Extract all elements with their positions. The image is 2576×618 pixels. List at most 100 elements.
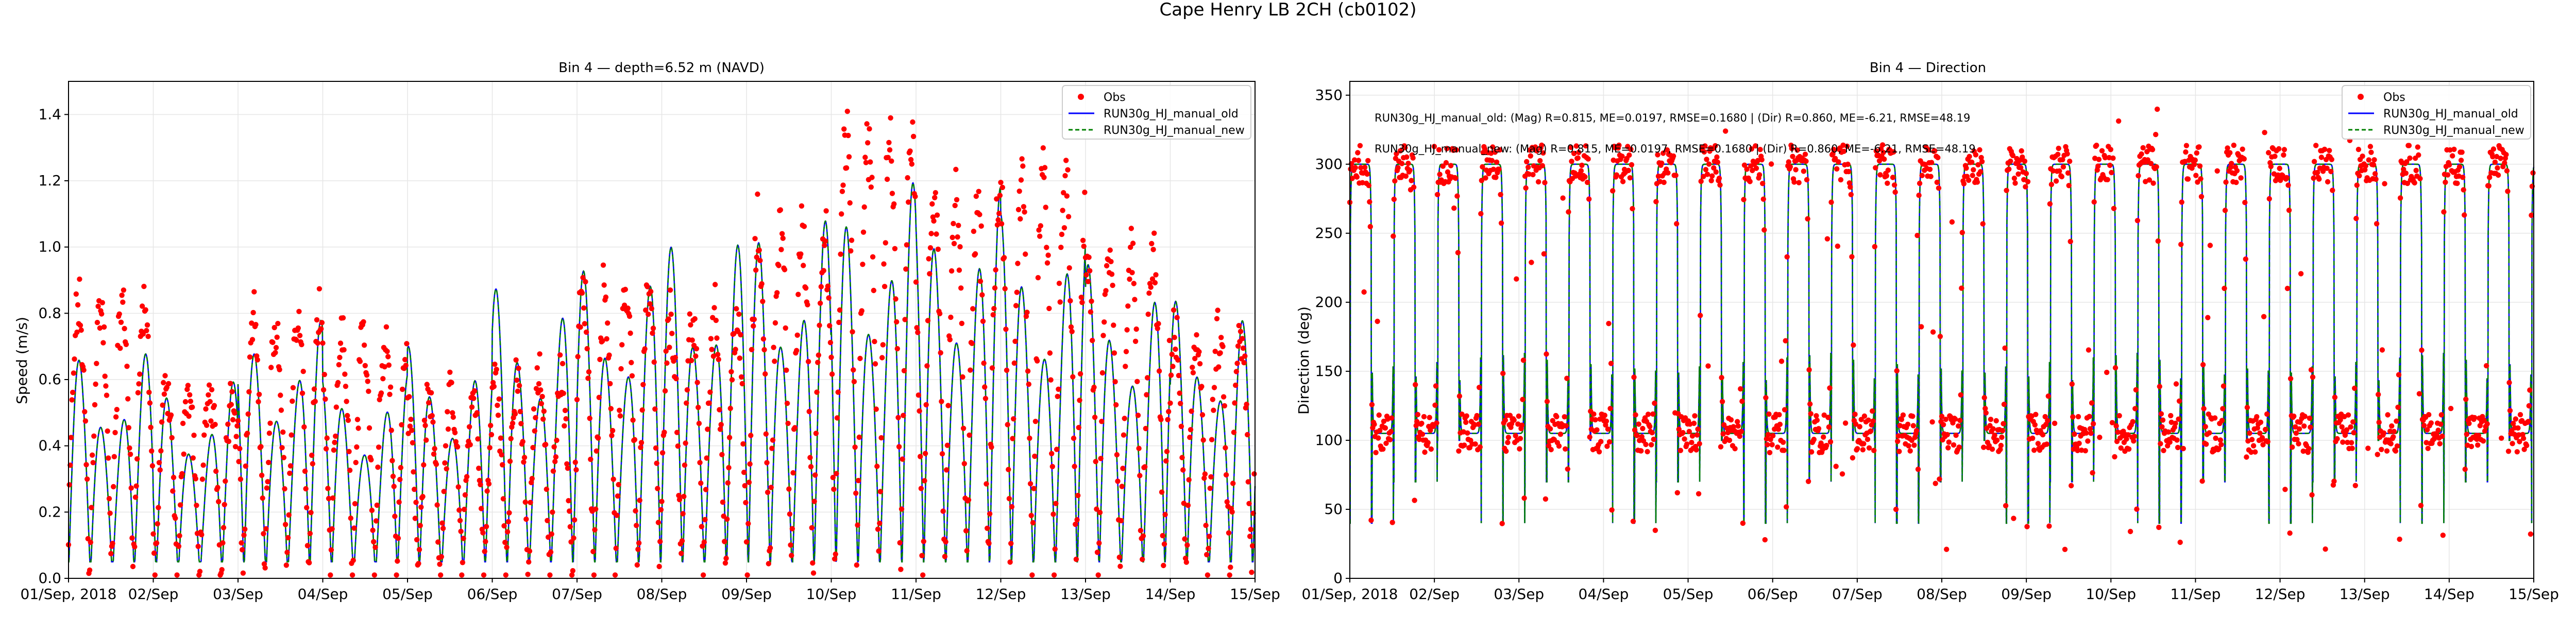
obs-point — [957, 244, 963, 250]
obs-point — [383, 324, 389, 330]
obs-point — [1716, 176, 1722, 181]
obs-point — [225, 421, 231, 427]
obs-point — [762, 371, 768, 377]
obs-point — [784, 367, 789, 373]
obs-point — [1563, 446, 1568, 452]
obs-point — [2066, 183, 2072, 188]
obs-point — [703, 487, 709, 492]
obs-point — [910, 119, 916, 125]
x-tick-label: 09/Sep — [721, 586, 772, 603]
obs-point — [2395, 404, 2401, 410]
obs-point — [883, 240, 889, 246]
obs-point — [2159, 424, 2165, 430]
obs-point — [1841, 148, 1847, 154]
obs-point — [110, 541, 115, 546]
obs-point — [1934, 179, 1940, 185]
obs-point — [1160, 533, 1165, 539]
obs-point — [2238, 175, 2244, 181]
obs-point — [1209, 437, 1215, 442]
obs-point — [2332, 394, 2338, 400]
obs-point — [127, 451, 133, 457]
obs-point — [391, 484, 397, 489]
obs-point — [394, 572, 399, 578]
obs-point — [1361, 289, 1367, 295]
obs-point — [1453, 147, 1459, 153]
obs-point — [838, 251, 843, 257]
obs-point — [487, 445, 493, 451]
obs-point — [1076, 425, 1081, 431]
obs-point — [1155, 325, 1160, 331]
obs-point — [1440, 163, 1446, 169]
obs-point — [1217, 350, 1223, 356]
obs-point — [1419, 432, 1426, 437]
obs-point — [239, 540, 244, 546]
obs-point — [1498, 220, 1504, 226]
obs-point — [655, 520, 662, 525]
obs-point — [2384, 448, 2390, 454]
obs-point — [2480, 438, 2486, 444]
obs-point — [971, 229, 977, 234]
obs-point — [1133, 326, 1139, 332]
obs-point — [1472, 441, 1478, 447]
obs-point — [337, 354, 343, 360]
obs-point — [2064, 151, 2070, 157]
obs-point — [1024, 310, 1030, 315]
obs-point — [2311, 159, 2317, 164]
obs-point — [872, 339, 877, 345]
obs-point — [1003, 327, 1009, 332]
obs-point — [1650, 411, 1656, 417]
obs-point — [1233, 369, 1239, 374]
obs-point — [2337, 417, 2343, 423]
obs-point — [186, 413, 192, 419]
obs-point — [1946, 439, 1952, 445]
obs-point — [927, 271, 933, 277]
obs-point — [1794, 147, 1800, 153]
obs-point — [1821, 412, 1827, 418]
obs-point — [765, 489, 771, 495]
obs-point — [1207, 486, 1213, 491]
obs-point — [270, 339, 276, 345]
obs-point — [1236, 323, 1242, 329]
obs-point — [91, 433, 97, 439]
obs-point — [629, 359, 634, 366]
obs-point — [707, 389, 713, 395]
obs-point — [522, 499, 528, 505]
obs-point — [1848, 192, 1854, 197]
obs-point — [275, 321, 281, 327]
obs-point — [1354, 174, 1360, 180]
obs-point — [185, 383, 191, 388]
obs-point — [615, 493, 621, 499]
obs-point — [1409, 178, 1414, 183]
obs-point — [2287, 376, 2294, 382]
obs-point — [328, 572, 333, 578]
obs-point — [1801, 168, 1807, 174]
obs-point — [1431, 423, 1436, 429]
obs-point — [1983, 410, 1989, 416]
obs-point — [461, 536, 466, 541]
obs-point — [278, 392, 283, 398]
obs-point — [958, 285, 964, 291]
obs-point — [302, 468, 308, 474]
obs-point — [839, 211, 844, 217]
x-tick-label: 06/Sep — [1748, 586, 1798, 603]
obs-point — [2177, 539, 2183, 545]
obs-point — [77, 322, 83, 328]
obs-point — [1425, 440, 1431, 445]
obs-point — [1044, 245, 1049, 250]
obs-point — [2281, 152, 2286, 158]
obs-point — [1492, 149, 1498, 155]
obs-point — [476, 466, 482, 471]
obs-point — [2183, 143, 2190, 148]
obs-point — [405, 431, 411, 436]
obs-point — [912, 194, 918, 199]
obs-point — [1371, 421, 1377, 427]
obs-point — [1851, 342, 1856, 348]
obs-point — [770, 437, 776, 443]
obs-point — [901, 368, 907, 373]
obs-point — [104, 392, 110, 398]
obs-point — [743, 500, 749, 506]
obs-point — [2490, 154, 2496, 160]
obs-point — [1633, 412, 1638, 418]
obs-point — [826, 295, 832, 301]
obs-point — [1074, 517, 1080, 523]
